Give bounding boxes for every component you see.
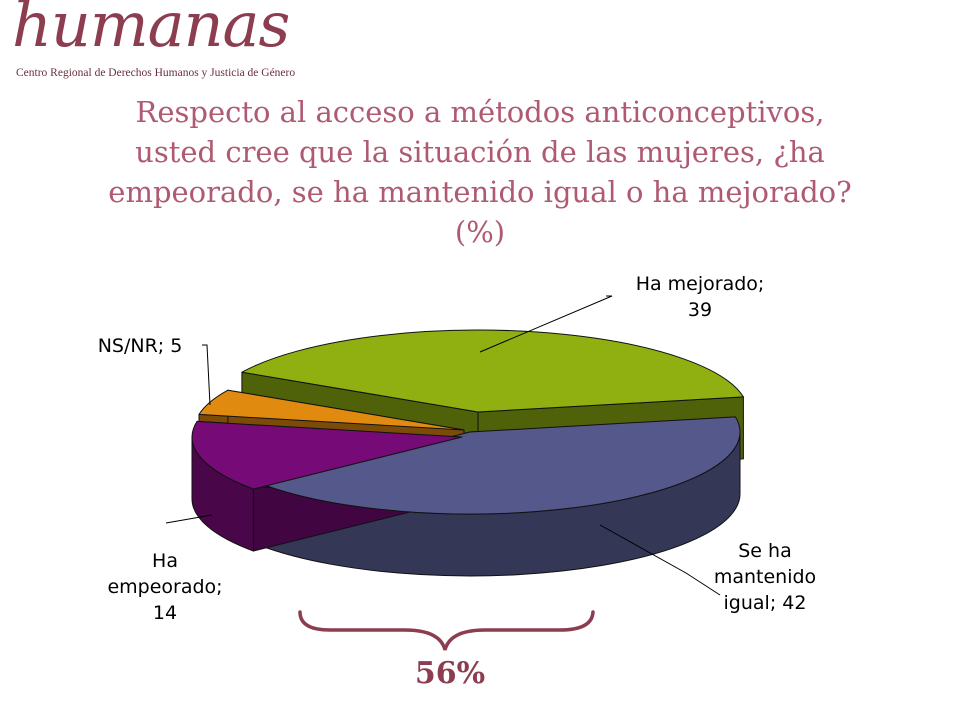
chart-title-line-4: (%) bbox=[454, 215, 506, 249]
data-label-se-ha-mantenido-igual-line-1: Se ha bbox=[738, 540, 791, 562]
brace-bracket bbox=[298, 610, 595, 651]
pie-slice-ha-mejorado bbox=[241, 329, 744, 413]
leader-line-ha-mejorado bbox=[479, 295, 613, 353]
leader-line-ha-empeorado bbox=[165, 514, 213, 524]
data-labels: Ha mejorado; 39 Se ha mantenido igual; 42 Ha e… bbox=[98, 273, 816, 624]
data-label-ns-nr-line-1: NS/NR; 5 bbox=[98, 335, 183, 357]
pie-slice-ns-nr bbox=[198, 389, 465, 431]
logo-wordmark: humanas bbox=[12, 0, 290, 61]
combined-percentage: 56% bbox=[414, 656, 486, 691]
humanas-logo: humanas Centro Regional de Derechos Huma… bbox=[8, 0, 338, 84]
data-label-ha-empeorado-line-2: empeorado; bbox=[107, 576, 222, 598]
leader-line-se-ha-mantenido-igual bbox=[599, 524, 721, 596]
data-label-ha-mejorado-line-1: Ha mejorado; bbox=[636, 273, 765, 295]
data-label-ha-empeorado-line-3: 14 bbox=[153, 602, 177, 624]
leader-line-ns-nr bbox=[202, 344, 211, 406]
pie-slice-ha-empeorado bbox=[191, 420, 463, 490]
data-label-se-ha-mantenido-igual-line-3: igual; 42 bbox=[724, 592, 807, 614]
data-label-ha-empeorado-line-1: Ha bbox=[152, 550, 178, 572]
logo-subtitle: Centro Regional de Derechos Humanos y Ju… bbox=[16, 67, 296, 79]
chart-title-line-2: usted cree que la situación de las mujer… bbox=[135, 135, 825, 169]
pie-slices bbox=[191, 329, 744, 577]
chart-title-line-3: empeorado, se ha mantenido igual o ha me… bbox=[108, 175, 852, 209]
chart-title-line-1: Respecto al acceso a métodos anticoncept… bbox=[135, 95, 825, 129]
data-label-ha-mejorado-line-2: 39 bbox=[688, 299, 712, 321]
leader-lines bbox=[165, 295, 721, 596]
chart-title: Respecto al acceso a métodos anticoncept… bbox=[0, 92, 960, 252]
pie-slice-se-ha-mantenido-igual bbox=[260, 416, 741, 515]
data-label-se-ha-mantenido-igual-line-2: mantenido bbox=[714, 566, 816, 588]
